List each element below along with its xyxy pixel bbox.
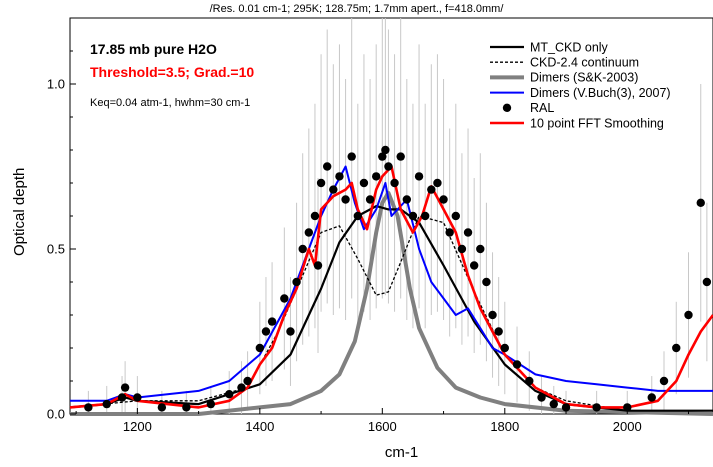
ral-point — [561, 403, 571, 412]
ral-point — [206, 399, 216, 409]
ral-point — [659, 376, 669, 386]
ral-point — [482, 277, 491, 287]
x-tick-label: 1800 — [490, 419, 519, 434]
ral-point — [451, 211, 460, 221]
threshold-annotation: Threshold=3.5; Grad.=10 — [90, 64, 255, 80]
ral-point — [102, 399, 111, 409]
ral-point — [623, 403, 632, 412]
legend-label: RAL — [530, 101, 554, 115]
y-tick-label: 0.5 — [47, 242, 65, 257]
ral-point — [365, 195, 375, 204]
ral-point — [298, 244, 307, 254]
ral-point — [672, 343, 681, 353]
series-line-dimers-s-k-2003- — [70, 190, 713, 416]
ral-point — [378, 152, 387, 161]
ral-point — [420, 211, 430, 221]
ral-point — [457, 244, 467, 254]
ral-point — [469, 261, 479, 270]
ral-point — [329, 185, 338, 194]
ral-point — [225, 390, 234, 399]
ral-point — [433, 178, 442, 188]
ral-point — [313, 261, 323, 270]
top-caption: /Res. 0.01 cm-1; 295K; 128.75m; 1.7mm ap… — [209, 3, 504, 15]
ral-point — [120, 383, 130, 392]
series-line-fft-smoothing — [69, 165, 713, 409]
axes: 1200 1400 1600 1800 2000 0.0 0.5 1.0 — [47, 50, 690, 434]
ral-point — [525, 376, 534, 386]
ral-point — [396, 152, 405, 161]
ral-point — [316, 178, 326, 188]
series-group — [69, 165, 713, 416]
ral-point — [476, 244, 485, 254]
ral-point — [359, 178, 369, 188]
ral-point — [341, 195, 350, 204]
series-line-dimers-v-buch-3-2007- — [70, 165, 713, 402]
ral-point — [310, 211, 320, 221]
ral-point — [323, 162, 332, 171]
ral-point — [261, 327, 271, 336]
ral-point — [549, 399, 558, 409]
ral-points — [84, 145, 712, 412]
ral-point — [133, 393, 142, 402]
x-tick-label: 1200 — [123, 419, 152, 434]
ral-point — [702, 277, 712, 287]
ral-point — [390, 178, 399, 188]
ral-point — [439, 195, 448, 204]
ral-point — [500, 343, 509, 353]
y-tick-label: 1.0 — [47, 77, 65, 92]
ral-point — [255, 343, 265, 353]
series-line-ckd-2-4-continuum — [69, 215, 713, 412]
legend-label: 10 point FFT Smoothing — [530, 116, 664, 130]
ral-point — [537, 393, 546, 402]
x-tick-label: 1600 — [368, 419, 397, 434]
ral-point — [494, 327, 503, 336]
x-axis-label: cm-1 — [384, 444, 419, 461]
ral-point — [243, 376, 252, 386]
ral-point — [488, 310, 497, 320]
ral-point — [427, 185, 436, 194]
ral-point — [304, 228, 314, 237]
x-tick-label: 1400 — [245, 419, 274, 434]
ral-point — [182, 403, 191, 412]
ral-point — [445, 228, 454, 237]
ral-point — [347, 152, 356, 161]
ral-point — [267, 317, 277, 326]
ral-point — [696, 198, 705, 207]
ral-point — [592, 403, 601, 412]
ral-point — [117, 393, 127, 402]
ral-point — [408, 211, 418, 221]
series-line-mt-ckd-only — [69, 205, 713, 412]
ral-point — [647, 393, 656, 402]
ral-point — [414, 172, 424, 181]
ral-point — [237, 383, 246, 392]
ral-point — [463, 228, 473, 237]
ral-point — [684, 310, 693, 320]
ral-point — [286, 327, 295, 336]
ral-point — [512, 360, 522, 369]
ral-point — [381, 145, 390, 155]
ral-point — [84, 403, 93, 412]
ral-point — [371, 172, 381, 181]
legend-label: MT_CKD only — [530, 40, 609, 54]
y-tick-label: 0.0 — [47, 407, 65, 422]
ral-point — [353, 211, 363, 221]
ral-point — [402, 195, 412, 204]
ral-point — [280, 294, 289, 303]
x-tick-label: 2000 — [613, 419, 642, 434]
ral-point — [157, 403, 167, 412]
legend-label: Dimers (V.Buch(3), 2007) — [530, 86, 671, 100]
ral-point — [384, 162, 393, 171]
ral-point — [335, 172, 344, 181]
legend-label: Dimers (S&K-2003) — [530, 71, 638, 85]
ral-point — [292, 277, 301, 287]
sample-annotation: 17.85 mb pure H2O — [90, 41, 217, 57]
legend-label: CKD-2.4 continuum — [530, 56, 639, 70]
keq-annotation: Keq=0.04 atm-1, hwhm=30 cm-1 — [90, 97, 251, 109]
legend-swatch — [502, 103, 512, 113]
